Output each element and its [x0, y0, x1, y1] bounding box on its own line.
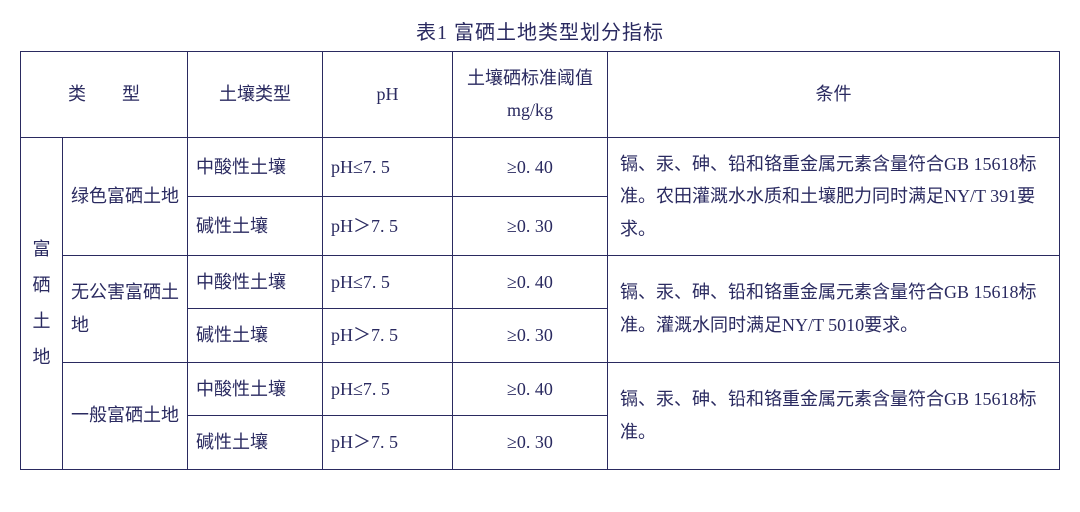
- table-row: 富硒土地 绿色富硒土地 中酸性土壤 pH≤7. 5 ≥0. 40 镉、汞、砷、铅…: [21, 137, 1060, 196]
- cell-threshold: ≥0. 40: [453, 255, 608, 308]
- header-soil: 土壤类型: [188, 52, 323, 138]
- header-type: 类 型: [21, 52, 188, 138]
- header-threshold-line1: 土壤硒标准阈值: [467, 68, 593, 88]
- table-row: 一般富硒土地 中酸性土壤 pH≤7. 5 ≥0. 40 镉、汞、砷、铅和铬重金属…: [21, 362, 1060, 415]
- cell-threshold: ≥0. 30: [453, 416, 608, 469]
- cell-subtype-general: 一般富硒土地: [63, 362, 188, 469]
- cell-soil: 碱性土壤: [188, 196, 323, 255]
- header-ph: pH: [323, 52, 453, 138]
- cell-main-type: 富硒土地: [21, 137, 63, 469]
- table-caption: 表1 富硒土地类型划分指标: [20, 16, 1060, 45]
- cell-threshold: ≥0. 40: [453, 362, 608, 415]
- header-condition: 条件: [608, 52, 1060, 138]
- classification-table: 类 型 土壤类型 pH 土壤硒标准阈值 mg/kg 条件 富硒土地 绿色富硒土地…: [20, 51, 1060, 470]
- cell-ph: pH≤7. 5: [323, 255, 453, 308]
- cell-condition-general: 镉、汞、砷、铅和铬重金属元素含量符合GB 15618标准。: [608, 362, 1060, 469]
- cell-soil: 中酸性土壤: [188, 137, 323, 196]
- cell-soil: 碱性土壤: [188, 416, 323, 469]
- cell-ph: pH≤7. 5: [323, 362, 453, 415]
- header-row: 类 型 土壤类型 pH 土壤硒标准阈值 mg/kg 条件: [21, 52, 1060, 138]
- cell-ph: pH＞7. 5: [323, 416, 453, 469]
- cell-subtype-green: 绿色富硒土地: [63, 137, 188, 255]
- header-threshold: 土壤硒标准阈值 mg/kg: [453, 52, 608, 138]
- cell-subtype-pollution-free: 无公害富硒土地: [63, 255, 188, 362]
- cell-soil: 碱性土壤: [188, 309, 323, 362]
- cell-condition-pollution-free: 镉、汞、砷、铅和铬重金属元素含量符合GB 15618标准。灌溉水同时满足NY/T…: [608, 255, 1060, 362]
- cell-soil: 中酸性土壤: [188, 362, 323, 415]
- table-row: 无公害富硒土地 中酸性土壤 pH≤7. 5 ≥0. 40 镉、汞、砷、铅和铬重金…: [21, 255, 1060, 308]
- header-threshold-line2: mg/kg: [507, 100, 553, 120]
- main-type-label: 富硒土地: [33, 231, 51, 375]
- cell-threshold: ≥0. 40: [453, 137, 608, 196]
- cell-threshold: ≥0. 30: [453, 196, 608, 255]
- cell-ph: pH＞7. 5: [323, 196, 453, 255]
- cell-soil: 中酸性土壤: [188, 255, 323, 308]
- cell-ph: pH＞7. 5: [323, 309, 453, 362]
- cell-condition-green: 镉、汞、砷、铅和铬重金属元素含量符合GB 15618标准。农田灌溉水水质和土壤肥…: [608, 137, 1060, 255]
- cell-ph: pH≤7. 5: [323, 137, 453, 196]
- cell-threshold: ≥0. 30: [453, 309, 608, 362]
